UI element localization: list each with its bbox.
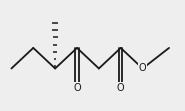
Text: O: O [117, 83, 125, 93]
Text: O: O [139, 63, 146, 73]
Text: O: O [73, 83, 81, 93]
